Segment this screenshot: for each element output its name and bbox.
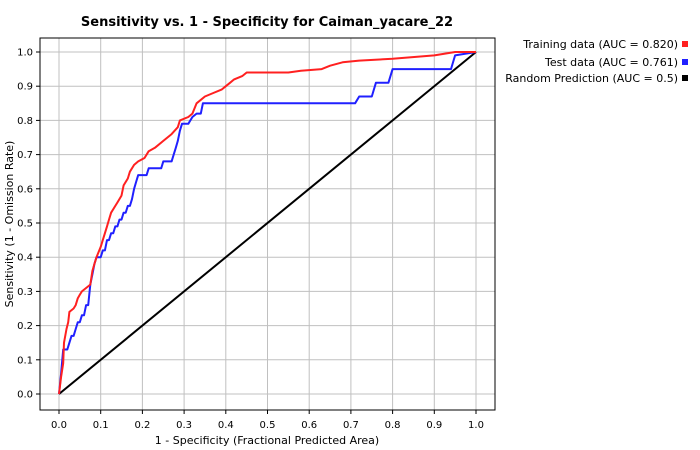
x-tick-label: 0.0	[51, 420, 67, 431]
legend-swatch	[682, 59, 688, 65]
y-axis-label: Sensitivity (1 - Omission Rate)	[3, 141, 16, 308]
x-tick-label: 0.9	[426, 420, 442, 431]
x-tick-label: 0.4	[218, 420, 234, 431]
y-tick-label: 0.6	[17, 184, 33, 195]
grid	[40, 38, 495, 410]
x-tick-label: 1.0	[468, 420, 484, 431]
y-tick-label: 0.7	[17, 150, 33, 161]
x-axis-label: 1 - Specificity (Fractional Predicted Ar…	[155, 434, 379, 447]
legend-label: Random Prediction (AUC = 0.5)	[505, 72, 678, 85]
test-data-line	[58, 51, 477, 395]
legend-swatch	[682, 75, 688, 81]
y-tick-label: 0.5	[17, 219, 33, 230]
y-tick-label: 0.1	[17, 355, 33, 366]
legend-label: Test data (AUC = 0.761)	[544, 56, 678, 69]
legend-swatch	[682, 41, 688, 47]
legend: Training data (AUC = 0.820) Test data (AU…	[505, 38, 688, 85]
y-tick-label: 0.2	[17, 321, 33, 332]
series-lines	[58, 51, 477, 395]
y-tick-label: 0.8	[17, 116, 33, 127]
chart-title: Sensitivity vs. 1 - Specificity for Caim…	[81, 15, 453, 30]
y-tick-label: 0.9	[17, 82, 33, 93]
x-tick-label: 0.6	[301, 420, 317, 431]
y-tick-label: 0.0	[17, 390, 33, 401]
x-tick-label: 0.2	[134, 420, 150, 431]
training-data-line	[58, 51, 476, 395]
x-tick-label: 0.8	[385, 420, 401, 431]
y-tick-label: 1.0	[17, 48, 33, 59]
y-tick-label: 0.3	[17, 287, 33, 298]
random-prediction-line	[58, 51, 477, 395]
x-tick-label: 0.1	[93, 420, 109, 431]
legend-label: Training data (AUC = 0.820)	[522, 38, 678, 51]
x-tick-label: 0.5	[260, 420, 276, 431]
y-tick-label: 0.4	[17, 253, 33, 264]
axis-ticks: 0.0 0.1 0.2 0.3 0.4 0.5 0.6 0.7 0.8 0.9 1.0 0.0 0.1 0…	[17, 48, 484, 432]
x-tick-label: 0.7	[343, 420, 359, 431]
x-tick-label: 0.3	[176, 420, 192, 431]
